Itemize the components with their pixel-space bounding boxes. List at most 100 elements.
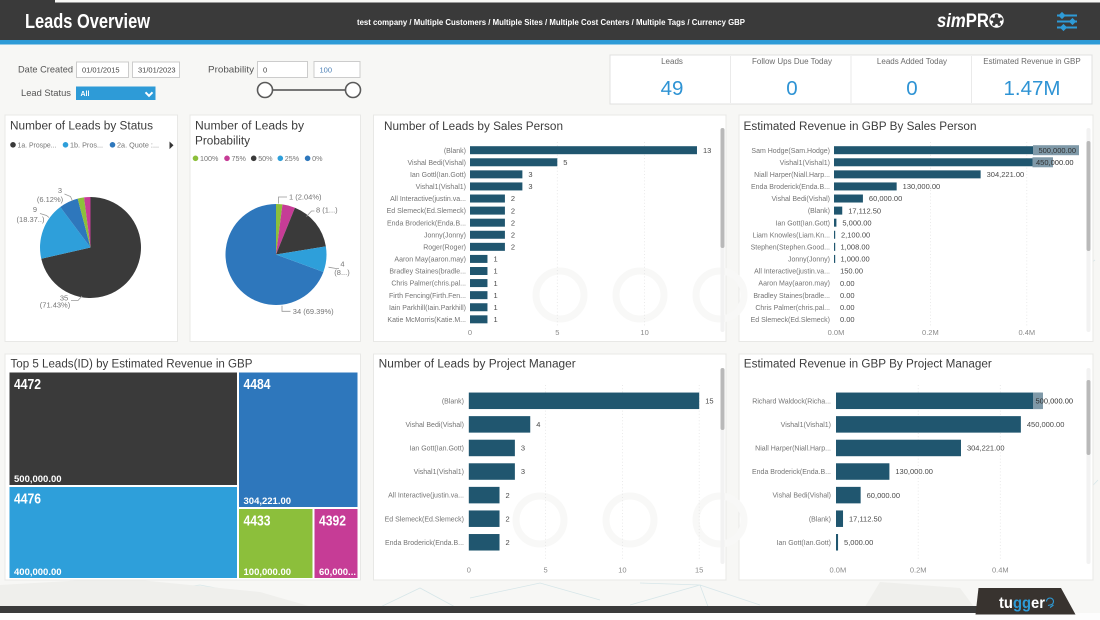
svg-text:100: 100 [320,66,333,75]
svg-text:2: 2 [511,194,515,203]
svg-text:0%: 0% [312,154,323,163]
svg-text:15: 15 [695,566,703,575]
svg-text:Iain Parkhill(Iain.Parkhill): Iain Parkhill(Iain.Parkhill) [389,305,466,312]
svg-text:Ian Gott(Ian.Gott): Ian Gott(Ian.Gott) [777,540,831,547]
svg-text:60,000.00: 60,000.00 [869,194,902,203]
svg-text:Chris Palmer(chris.pal...: Chris Palmer(chris.pal... [391,281,466,288]
svg-text:Follow Ups Due Today: Follow Ups Due Today [752,57,832,66]
svg-text:35: 35 [60,294,68,303]
svg-text:Vishal Bedi(Vishal): Vishal Bedi(Vishal) [773,493,832,500]
svg-text:0.00: 0.00 [840,315,855,324]
svg-text:2: 2 [511,230,515,239]
svg-text:5,000.00: 5,000.00 [844,538,873,547]
svg-text:1: 1 [493,267,497,276]
svg-text:130,000.00: 130,000.00 [903,182,941,191]
svg-text:4472: 4472 [14,377,41,393]
svg-text:13: 13 [703,146,711,155]
svg-text:34 (69.39%): 34 (69.39%) [293,307,334,316]
svg-text:8 (1...): 8 (1...) [316,206,338,215]
svg-text:Enda Broderick(Enda.B...: Enda Broderick(Enda.B... [387,220,466,227]
svg-text:All Interactive(justin.va...: All Interactive(justin.va... [390,196,466,203]
svg-text:4476: 4476 [14,492,41,508]
svg-text:Vishal1(Vishal1): Vishal1(Vishal1) [781,422,831,429]
svg-text:25%: 25% [285,154,300,163]
svg-text:0: 0 [786,77,797,100]
svg-text:31/01/2023: 31/01/2023 [138,66,176,75]
svg-text:Jonny(Jonny): Jonny(Jonny) [788,257,830,264]
svg-text:Estimated Revenue in GBP By Pr: Estimated Revenue in GBP By Project Mana… [744,359,992,371]
svg-text:17,112.50: 17,112.50 [848,206,881,215]
svg-text:1: 1 [493,303,497,312]
svg-text:2: 2 [506,514,510,523]
svg-text:4392: 4392 [319,514,346,530]
svg-text:500,000.00: 500,000.00 [1036,397,1074,406]
svg-text:1,000.00: 1,000.00 [840,255,869,264]
svg-text:Ian Gottl(Ian.Gott): Ian Gottl(Ian.Gott) [410,172,466,179]
svg-text:Vishal Bedi(Vishal): Vishal Bedi(Vishal) [408,160,467,167]
svg-text:Vishal Bedi(Vishal): Vishal Bedi(Vishal) [406,422,465,429]
svg-text:(71.43%): (71.43%) [40,301,71,310]
svg-text:1: 1 [493,291,497,300]
svg-text:Enda Broderick(Enda.B...: Enda Broderick(Enda.B... [751,184,830,191]
svg-text:100%: 100% [200,154,219,163]
svg-text:tugger: tugger [999,595,1045,612]
svg-text:3: 3 [528,182,532,191]
svg-text:1 (2.04%): 1 (2.04%) [289,193,322,202]
svg-text:Vishal1(Vishal1): Vishal1(Vishal1) [414,469,464,476]
svg-text:Bradley Staines(bradle...: Bradley Staines(bradle... [753,293,830,300]
svg-text:Vishal1(Vishal1): Vishal1(Vishal1) [416,184,466,191]
svg-text:1.47M: 1.47M [1004,77,1061,100]
svg-text:450,000.00: 450,000.00 [1027,420,1065,429]
svg-text:Probability: Probability [208,65,254,76]
svg-text:Niall Harper(Niall.Harp...: Niall Harper(Niall.Harp... [755,446,831,453]
svg-text:0: 0 [468,328,472,337]
svg-text:130,000.00: 130,000.00 [895,467,933,476]
svg-text:15: 15 [705,397,713,406]
svg-text:5: 5 [563,158,567,167]
svg-text:1,008.00: 1,008.00 [840,243,869,252]
svg-text:test company / Multiple Custom: test company / Multiple Customers / Mult… [357,18,746,27]
svg-text:Katie McMorris(Katie.M...: Katie McMorris(Katie.M... [387,317,466,324]
svg-text:2a. Quote :...: 2a. Quote :... [117,143,159,150]
svg-text:Liam Knowles(Liam.Kn...: Liam Knowles(Liam.Kn... [753,232,830,239]
svg-text:Top 5 Leads(ID) by Estimated R: Top 5 Leads(ID) by Estimated Revenue in … [11,359,253,371]
svg-text:Lead Status: Lead Status [21,88,71,99]
svg-text:Leads Added Today: Leads Added Today [877,57,947,66]
svg-text:Ian Gott(Ian.Gott): Ian Gott(Ian.Gott) [410,446,464,453]
svg-text:1b. Pros...: 1b. Pros... [70,143,103,150]
svg-text:0.4M: 0.4M [1018,328,1035,337]
svg-text:Number of Leads by: Number of Leads by [195,121,304,133]
svg-text:1a. Prospe...: 1a. Prospe... [18,143,57,150]
svg-text:1: 1 [493,255,497,264]
svg-text:0: 0 [467,566,471,575]
svg-text:50%: 50% [258,154,273,163]
svg-text:9: 9 [33,205,37,214]
svg-text:0.00: 0.00 [840,303,855,312]
svg-text:0: 0 [263,66,267,75]
svg-text:75%: 75% [232,154,247,163]
svg-text:4: 4 [340,259,344,268]
svg-text:4484: 4484 [244,377,271,393]
svg-text:simPR: simPR [937,11,989,32]
svg-text:(Blank): (Blank) [809,516,831,523]
svg-text:All Interactive(justin.va...: All Interactive(justin.va... [754,269,830,276]
svg-text:0.2M: 0.2M [922,328,939,337]
svg-text:Richard Waldock(Richa...: Richard Waldock(Richa... [752,398,831,405]
svg-text:60,000.00: 60,000.00 [867,491,900,500]
svg-text:Aaron May(aaron.may): Aaron May(aaron.may) [758,281,830,288]
svg-text:2,100.00: 2,100.00 [841,230,870,239]
svg-text:3: 3 [521,467,525,476]
svg-text:Probability: Probability [195,136,250,148]
svg-text:2: 2 [511,243,515,252]
svg-text:Bradley Staines(bradle...: Bradley Staines(bradle... [389,269,466,276]
svg-text:Enda Broderick(Enda.B...: Enda Broderick(Enda.B... [752,469,831,476]
svg-text:0.4M: 0.4M [992,566,1009,575]
svg-text:0.00: 0.00 [840,291,855,300]
svg-text:304,221.00: 304,221.00 [967,444,1005,453]
svg-text:49: 49 [661,77,684,100]
svg-text:Number of Leads by Sales Perso: Number of Leads by Sales Person [384,121,563,133]
svg-text:Estimated Revenue in GBP By Sa: Estimated Revenue in GBP By Sales Person [744,121,977,133]
svg-text:5,000.00: 5,000.00 [842,218,871,227]
svg-text:01/01/2015: 01/01/2015 [82,66,120,75]
svg-text:4: 4 [536,420,540,429]
